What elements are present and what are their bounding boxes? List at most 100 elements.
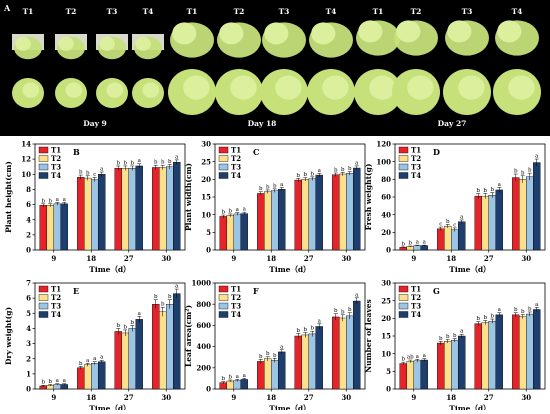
treatment-label: T3	[279, 7, 290, 16]
treatment-label: T3	[107, 7, 118, 16]
y-tick-label: 30	[381, 279, 391, 288]
bar-T2	[121, 168, 129, 251]
y-tick-label: 20	[381, 228, 391, 237]
significance-letter: a	[56, 197, 60, 203]
legend-swatch-T1	[218, 146, 229, 154]
y-tick-label: 60	[381, 193, 391, 202]
y-tick-label: 25	[381, 296, 391, 305]
y-axis-label: Plant width(cm)	[184, 163, 193, 231]
legend-label: T4	[51, 310, 61, 319]
photo-panel: A T1 T2 T3 T4 T1 T2 T3 T4 T1 T2 T3 T4 Day 9 Day 18 Day …	[0, 0, 550, 136]
y-tick-label: 0	[386, 385, 391, 394]
bar-T1	[219, 216, 227, 251]
bar-T4	[173, 293, 181, 390]
plant-top-highlight	[458, 75, 485, 100]
legend-label: T4	[231, 171, 241, 180]
legend-label: T4	[51, 171, 61, 180]
bar-T4	[278, 351, 286, 390]
significance-letter: b	[341, 167, 345, 173]
significance-letter: b	[228, 208, 232, 214]
significance-letter: a	[100, 167, 104, 173]
x-tick-label: 27	[304, 254, 314, 263]
significance-letter: b	[303, 327, 307, 333]
significance-letter: b	[446, 334, 450, 340]
significance-letter: a	[243, 207, 247, 213]
significance-letter: a	[416, 240, 420, 246]
bar-T2	[301, 179, 309, 251]
x-tick-label: 27	[484, 393, 494, 402]
significance-letter: a	[423, 240, 427, 246]
bar-T4	[60, 203, 68, 251]
y-tick-label: 30	[201, 140, 211, 149]
significance-letter: a	[236, 374, 240, 380]
plant-top-highlight	[275, 75, 302, 100]
bar-T1	[512, 314, 520, 390]
treatment-label: T2	[234, 7, 245, 16]
plant-side-highlight	[447, 20, 472, 43]
significance-letter: a	[100, 355, 104, 361]
legend-swatch-T3	[218, 163, 229, 171]
significance-letter: b	[161, 160, 165, 166]
legend-swatch-T1	[398, 285, 409, 293]
significance-letter: b	[41, 198, 45, 204]
y-tick-label: 4	[26, 324, 31, 333]
legend-swatch-T1	[38, 285, 49, 293]
legend-swatch-T3	[38, 163, 49, 171]
y-tick-label: 0	[386, 246, 391, 255]
y-tick-label: 15	[201, 193, 211, 202]
x-tick-label: 9	[231, 393, 236, 402]
y-tick-label: 1000	[192, 279, 212, 288]
chart-panel-letter: C	[253, 147, 259, 157]
significance-letter: b	[154, 294, 158, 300]
legend-swatch-T4	[398, 311, 409, 318]
significance-letter: b	[168, 159, 172, 165]
significance-letter: a	[535, 154, 539, 160]
bar-T3	[166, 166, 174, 251]
chart-panel-letter: F	[253, 286, 259, 296]
significance-letter: b	[310, 326, 314, 332]
bar-T4	[458, 221, 466, 251]
y-tick-label: 3	[26, 339, 31, 348]
x-tick-label: 18	[266, 254, 276, 263]
significance-letter: b	[514, 169, 518, 175]
significance-letter: b	[41, 380, 45, 386]
significance-letter: b	[490, 187, 494, 193]
plant-side-highlight	[172, 22, 197, 45]
x-tick-label: 30	[161, 254, 171, 263]
significance-letter: b	[310, 171, 314, 177]
legend-label: T2	[51, 154, 61, 163]
bar-T3	[413, 245, 421, 251]
legend-label: T1	[51, 146, 61, 155]
x-axis-label: Time（d）	[449, 264, 490, 274]
significance-letter: a	[243, 373, 247, 379]
bar-T3	[128, 328, 136, 390]
bar-T1	[39, 205, 47, 251]
treatment-label: T4	[512, 7, 523, 16]
significance-letter: a	[56, 378, 60, 384]
bar-T2	[444, 225, 452, 251]
significance-letter: c	[439, 222, 442, 228]
significance-letter: a	[93, 356, 97, 362]
y-tick-label: 20	[381, 314, 391, 323]
bar-T1	[257, 193, 265, 251]
legend-label: T1	[231, 146, 241, 155]
x-tick-label: 30	[161, 393, 171, 402]
bar-T2	[444, 341, 452, 390]
legend-swatch-T2	[38, 294, 49, 301]
bar-T1	[512, 177, 520, 251]
bar-T4	[533, 309, 541, 390]
legend-swatch-T2	[398, 155, 409, 162]
significance-letter: b	[514, 307, 518, 313]
significance-letter: b	[528, 306, 532, 312]
y-tick-label: 2	[26, 354, 31, 363]
significance-letter: a	[86, 358, 90, 364]
bar-T3	[91, 363, 99, 390]
plant-side-highlight	[358, 20, 383, 43]
significance-letter: b	[408, 241, 412, 247]
x-tick-label: 18	[266, 393, 276, 402]
bar-T2	[264, 358, 272, 390]
